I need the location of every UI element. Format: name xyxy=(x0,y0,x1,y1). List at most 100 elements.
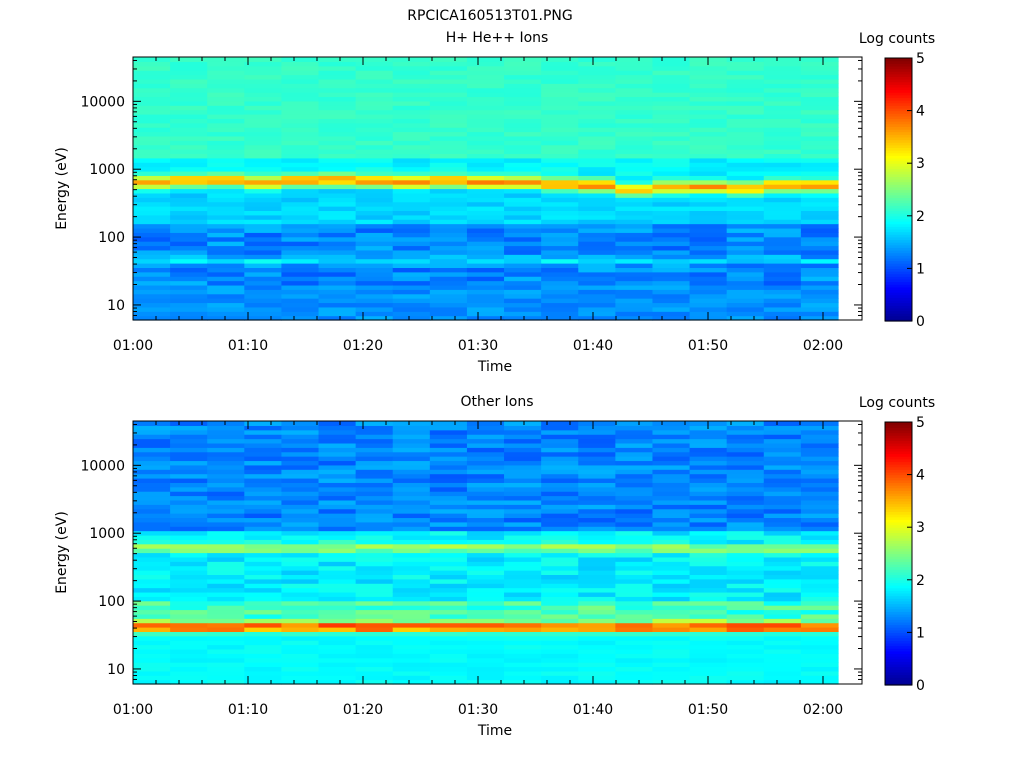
heatmap-cell xyxy=(392,206,431,212)
heatmap-cell xyxy=(541,315,579,321)
heatmap-cell xyxy=(170,170,208,176)
heatmap-cell xyxy=(689,223,728,229)
heatmap-cell xyxy=(133,653,171,659)
y-tick-label: 1000 xyxy=(89,526,125,542)
heatmap-cell xyxy=(281,521,320,527)
heatmap-cell xyxy=(133,118,171,124)
heatmap-cell xyxy=(615,184,654,190)
heatmap-cell xyxy=(170,513,208,519)
heatmap-cell xyxy=(504,210,542,216)
heatmap-cell xyxy=(207,456,245,462)
heatmap-cell xyxy=(726,662,765,668)
colorbar-tick-label: 1 xyxy=(916,625,925,641)
heatmap-cell xyxy=(429,539,468,545)
heatmap-cell xyxy=(652,254,691,260)
heatmap-cell xyxy=(615,486,654,492)
heatmap-cell xyxy=(800,100,839,106)
heatmap-cell xyxy=(800,78,839,84)
heatmap-cell xyxy=(578,477,616,483)
heatmap-cell xyxy=(726,600,765,606)
heatmap-cell xyxy=(281,425,320,431)
heatmap-cell xyxy=(318,197,357,203)
colorbar-swatch xyxy=(885,142,912,146)
heatmap-cell xyxy=(133,662,171,668)
heatmap-cell xyxy=(170,666,208,672)
colorbar-swatch xyxy=(885,648,912,652)
heatmap-cell xyxy=(318,78,357,84)
heatmap-cell xyxy=(466,96,505,102)
heatmap-cell xyxy=(541,245,579,251)
heatmap-cell xyxy=(392,570,431,576)
colorbar-swatch xyxy=(885,637,912,641)
heatmap-cell xyxy=(763,61,802,67)
heatmap-cell xyxy=(615,539,654,545)
heatmap-cell xyxy=(281,464,320,470)
heatmap-cell xyxy=(429,284,468,290)
heatmap-cell xyxy=(429,57,468,62)
heatmap-cell xyxy=(689,526,728,532)
heatmap-cell xyxy=(281,675,320,681)
heatmap-cell xyxy=(726,166,765,172)
heatmap-cell xyxy=(133,666,171,672)
heatmap-cell xyxy=(355,206,394,212)
heatmap-cell xyxy=(207,613,245,619)
heatmap-cell xyxy=(281,548,320,554)
heatmap-cell xyxy=(800,170,839,176)
heatmap-cell xyxy=(763,460,802,466)
heatmap-cell xyxy=(466,451,505,457)
heatmap-cell xyxy=(763,675,802,681)
colorbar-swatch xyxy=(885,671,912,676)
heatmap-cell xyxy=(244,679,283,685)
heatmap-cell xyxy=(207,105,245,111)
colorbar-swatch xyxy=(885,184,912,188)
heatmap-cell xyxy=(578,188,616,194)
heatmap-cell xyxy=(466,675,505,681)
heatmap-cell xyxy=(689,666,728,672)
heatmap-cell xyxy=(429,293,468,299)
heatmap-cell xyxy=(392,166,431,172)
heatmap-cell xyxy=(541,499,579,505)
heatmap-cell xyxy=(763,70,802,76)
heatmap-cell xyxy=(355,486,394,492)
heatmap-cell xyxy=(578,618,616,624)
heatmap-cell xyxy=(133,122,171,128)
heatmap-cell xyxy=(355,289,394,295)
heatmap-cell xyxy=(281,456,320,462)
heatmap-cell xyxy=(726,131,765,137)
heatmap-cell xyxy=(133,526,171,532)
heatmap-cell xyxy=(318,153,357,159)
heatmap-cell xyxy=(578,149,616,155)
heatmap-cell xyxy=(281,543,320,549)
heatmap-cell xyxy=(689,552,728,558)
heatmap-cell xyxy=(392,149,431,155)
heatmap-cell xyxy=(466,561,505,567)
heatmap-cell xyxy=(170,179,208,185)
heatmap-cell xyxy=(726,486,765,492)
heatmap-cell xyxy=(466,565,505,571)
heatmap-cell xyxy=(244,491,283,497)
heatmap-cell xyxy=(541,249,579,255)
heatmap-cell xyxy=(689,206,728,212)
colorbar-swatch xyxy=(885,305,912,309)
heatmap-cell xyxy=(726,429,765,435)
colorbar-swatch xyxy=(885,247,912,251)
heatmap-cell xyxy=(726,298,765,304)
heatmap-cell xyxy=(578,675,616,681)
heatmap-cell xyxy=(726,271,765,277)
heatmap-cell xyxy=(355,442,394,448)
heatmap-cell xyxy=(763,648,802,654)
heatmap-cell xyxy=(170,635,208,641)
heatmap-cell xyxy=(466,284,505,290)
heatmap-cell xyxy=(392,96,431,102)
colorbar-tick-label: 2 xyxy=(916,209,925,225)
heatmap-cell xyxy=(244,508,283,514)
heatmap-cell xyxy=(800,232,839,238)
heatmap-cell xyxy=(726,118,765,124)
heatmap-cell xyxy=(726,306,765,312)
heatmap-cell xyxy=(318,223,357,229)
heatmap-cell xyxy=(392,293,431,299)
heatmap-cell xyxy=(133,565,171,571)
heatmap-cell xyxy=(170,96,208,102)
heatmap-cell xyxy=(615,166,654,172)
heatmap-cell xyxy=(207,284,245,290)
